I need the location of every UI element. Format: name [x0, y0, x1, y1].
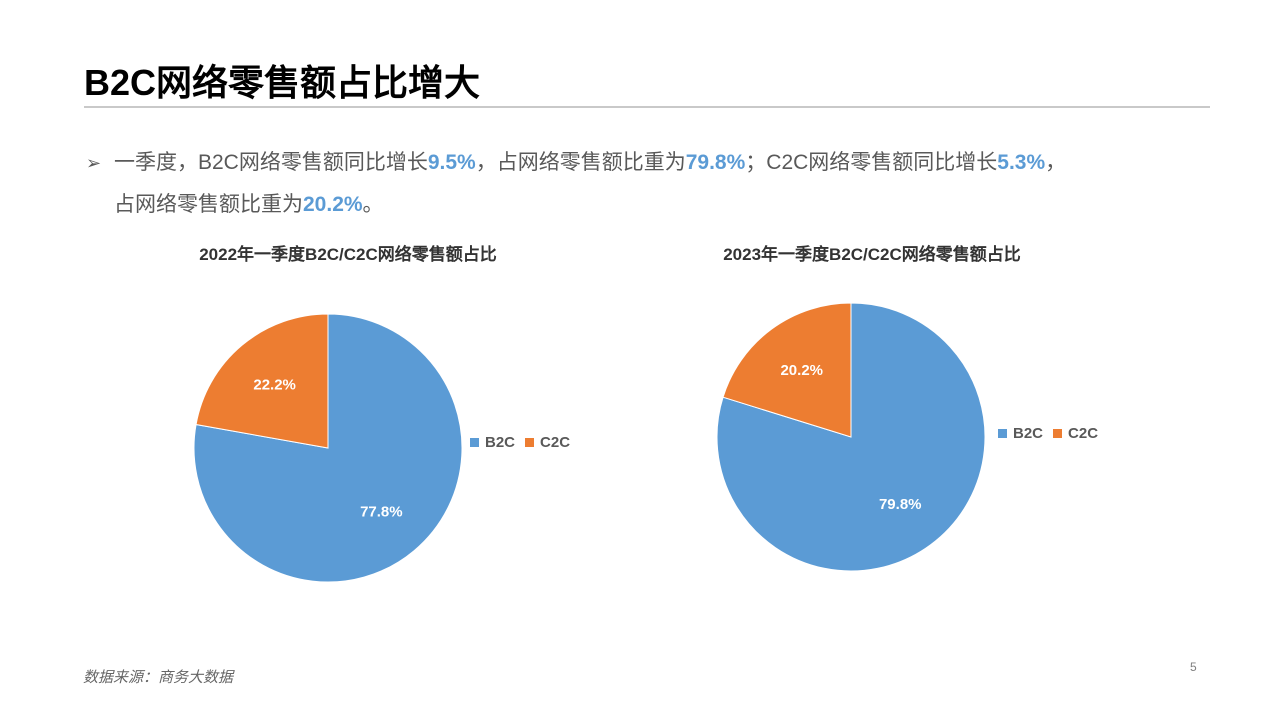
summary-seg2: ，占网络零售额比重为 [475, 151, 686, 174]
chart-2023-label-b2c: 79.8% [879, 496, 922, 513]
legend-item-c2c: C2C [1053, 425, 1098, 442]
legend-swatch-b2c [998, 429, 1007, 438]
summary-seg6: 。 [362, 193, 384, 216]
chart-2023-pie: 79.8% 20.2% [716, 302, 986, 572]
legend-label-b2c: B2C [485, 434, 516, 451]
chart-2022-slice-c2c [195, 313, 329, 449]
data-source-note: 数据来源：商务大数据 [83, 669, 234, 686]
chart-2022-legend: B2C C2C [470, 434, 580, 451]
legend-item-c2c: C2C [525, 434, 570, 451]
arrow-bullet-icon: ➢ [86, 153, 102, 173]
page-number: 5 [1190, 660, 1197, 674]
legend-swatch-c2c [525, 438, 535, 447]
legend-item-b2c: B2C [470, 434, 515, 451]
summary-bullet: ➢ 一季度，B2C网络零售额同比增长9.5%，占网络零售额比重为79.8%；C2… [86, 142, 1216, 226]
summary-seg3: ；C2C网络零售额同比增长 [745, 151, 998, 174]
title-divider [84, 106, 1210, 108]
summary-seg5: 占网络零售额比重为 [114, 193, 303, 216]
summary-seg1: 一季度，B2C网络零售额同比增长 [114, 151, 428, 174]
legend-swatch-b2c [470, 438, 479, 447]
chart-2022-pie: 77.8% 22.2% [193, 313, 463, 583]
c2c-share-value: 20.2% [303, 193, 363, 216]
chart-2023-label-c2c: 20.2% [780, 362, 823, 379]
legend-label-c2c: C2C [540, 434, 571, 451]
chart-2023-legend: B2C C2C [998, 425, 1108, 442]
legend-item-b2c: B2C [998, 425, 1043, 442]
chart-2022-label-c2c: 22.2% [253, 376, 296, 393]
slide-title: B2C网络零售额占比增大 [84, 62, 481, 103]
legend-swatch-c2c [1053, 429, 1063, 438]
legend-label-b2c: B2C [1013, 425, 1044, 442]
b2c-growth-value: 9.5% [427, 151, 476, 174]
chart-2022-title: 2022年一季度B2C/C2C网络零售额占比 [199, 245, 497, 264]
chart-2023-slice-c2c [722, 302, 852, 438]
chart-2022-label-b2c: 77.8% [360, 504, 403, 521]
b2c-share-value: 79.8% [685, 151, 746, 174]
c2c-growth-value: 5.3% [997, 151, 1046, 174]
summary-text: 一季度，B2C网络零售额同比增长9.5%，占网络零售额比重为79.8%；C2C网… [86, 142, 1216, 226]
chart-2023-title: 2023年一季度B2C/C2C网络零售额占比 [723, 245, 1021, 264]
legend-label-c2c: C2C [1068, 425, 1099, 442]
summary-seg4: ， [1045, 151, 1067, 174]
